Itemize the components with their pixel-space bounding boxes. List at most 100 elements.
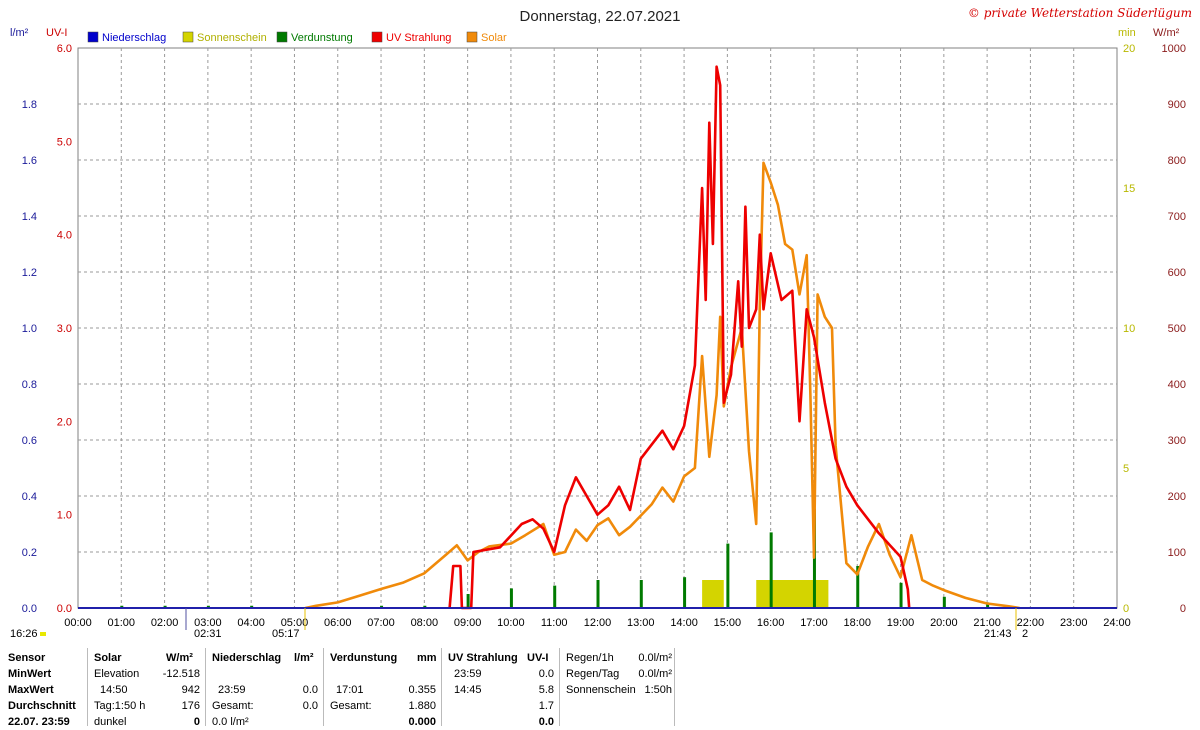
uv-tick-label: 1.0 [57,510,72,522]
precip-tick-label: 0.6 [22,435,37,447]
evap-max-label: 17:01 [336,684,364,696]
x-tick-label: 01:00 [108,617,136,629]
stats-rain-column: Regen/1h 0.0l/m² Regen/Tag 0.0l/m² Sonne… [566,648,674,726]
uv-avg-value: 1.7 [538,700,554,712]
solar-min-label: Elevation [94,668,140,680]
legend-label: Sonnenschein [197,32,267,44]
x-tick-label: 13:00 [627,617,655,629]
solar-tick-label: 400 [1168,379,1186,391]
solar-tick-label: 600 [1168,267,1186,279]
sun-tick-label: 15 [1123,183,1135,195]
rain-hour-label: Regen/1h [566,652,614,664]
evaporation-spike [120,605,124,608]
legend-label: Solar [481,32,507,44]
uv-tick-label: 0.0 [57,603,72,615]
precip-tick-label: 1.6 [22,155,37,167]
precip-unit: l/m² [294,652,314,664]
evap-total-label: Gesamt: [330,700,372,712]
solar-last-label: dunkel [94,716,127,728]
sunshine-bar [702,580,724,608]
evap-unit: mm [417,652,437,664]
x-tick-label: 20:00 [930,617,958,629]
x-tick-label: 09:00 [454,617,482,629]
uv-tick-label: 2.0 [57,416,72,428]
sunshine-value: 1:50h [644,684,672,696]
evaporation-spike [423,605,427,608]
evap-header: Verdunstung [330,652,398,664]
date-label: 16:26 [10,628,38,640]
precip-total-label: Gesamt: [212,700,254,712]
solar-tick-label: 100 [1168,547,1186,559]
solar-tick-label: 1000 [1162,43,1186,55]
stats-labels-column: Sensor MinWert MaxWert Durchschnitt 22.0… [8,648,88,728]
sun-tick-label: 10 [1123,323,1135,335]
uv-tick-label: 6.0 [57,43,72,55]
x-tick-label: 03:00 [194,617,222,629]
solar-last-value: 0 [193,716,200,728]
rain-day-value: 0.0l/m² [638,668,672,680]
precip-tick-label: 0.4 [22,491,37,503]
solar-unit: W/m² [166,652,193,664]
uv-axis-unit: UV-I [46,27,67,39]
x-tick-label: 10:00 [497,617,525,629]
evaporation-spike [553,585,557,608]
x-tick-label: 18:00 [843,617,871,629]
row-label-min: MinWert [8,668,52,680]
evaporation-spike [509,588,513,608]
evaporation-spike [466,594,470,608]
sun-marker-icon [40,632,46,636]
night-label: 21:43 [984,628,1012,640]
x-tick-label: 21:00 [973,617,1001,629]
solar-axis-unit: W/m² [1153,27,1180,39]
night-label: 02:31 [194,628,222,640]
evaporation-spike [986,602,990,608]
sunshine-bar [756,580,829,608]
x-tick-label: 15:00 [714,617,742,629]
x-tick-label: 00:00 [64,617,92,629]
solar-avg-label: Tag:1:50 h [94,700,146,712]
x-tick-label: 11:00 [541,617,568,629]
solar-tick-label: 300 [1168,435,1186,447]
solar-tick-label: 200 [1168,491,1186,503]
evaporation-spike [942,596,946,608]
uv-unit: UV-I [527,652,549,664]
precip-axis-unit: l/m² [10,27,29,39]
sunshine-label: Sonnenschein [566,684,636,696]
chart-title: Donnerstag, 22.07.2021 [520,8,681,25]
sun-tick-label: 0 [1123,603,1129,615]
uv-tick-label: 4.0 [57,230,72,242]
evaporation-spike [683,577,687,608]
solar-max-label: 14:50 [100,684,128,696]
series-lines [78,65,1117,610]
x-tick-label: 04:00 [237,617,265,629]
uv-header: UV Strahlung [448,652,518,664]
uv-tick-label: 5.0 [57,136,72,148]
night-label: 2 [1022,628,1028,640]
evaporation-spike [769,532,773,608]
evap-last-value: 0.000 [408,716,436,728]
precip-tick-label: 0.0 [22,603,37,615]
x-tick-label: 02:00 [151,617,179,629]
evaporation-spike [206,605,210,608]
stats-solar-column: Solar W/m² Elevation -12.518 14:50 942 T… [94,648,200,728]
precip-tick-label: 0.8 [22,379,37,391]
x-tick-label: 16:00 [757,617,785,629]
solar-tick-label: 700 [1168,211,1186,223]
stats-uv-column: UV Strahlung UV-I 23:59 0.0 14:45 5.8 1.… [448,648,554,728]
solar-max-value: 942 [181,684,200,696]
precip-header: Niederschlag [212,652,282,664]
x-tick-label: 22:00 [1017,617,1045,629]
x-tick-label: 07:00 [367,617,395,629]
sensor-label: Sensor [8,652,46,664]
stats-precip-column: Niederschlag l/m² 23:59 0.0 Gesamt: 0.0 … [212,648,318,728]
legend-swatch [276,31,288,43]
x-tick-label: 23:00 [1060,617,1088,629]
legend-label: Niederschlag [102,32,166,44]
evaporation-spike [380,605,384,608]
legend-swatch [182,31,194,43]
legend-swatch [87,31,99,43]
x-tick-label: 14:00 [670,617,698,629]
night-label: 05:17 [272,628,300,640]
uv-tick-label: 3.0 [57,323,72,335]
x-tick-label: 08:00 [411,617,439,629]
